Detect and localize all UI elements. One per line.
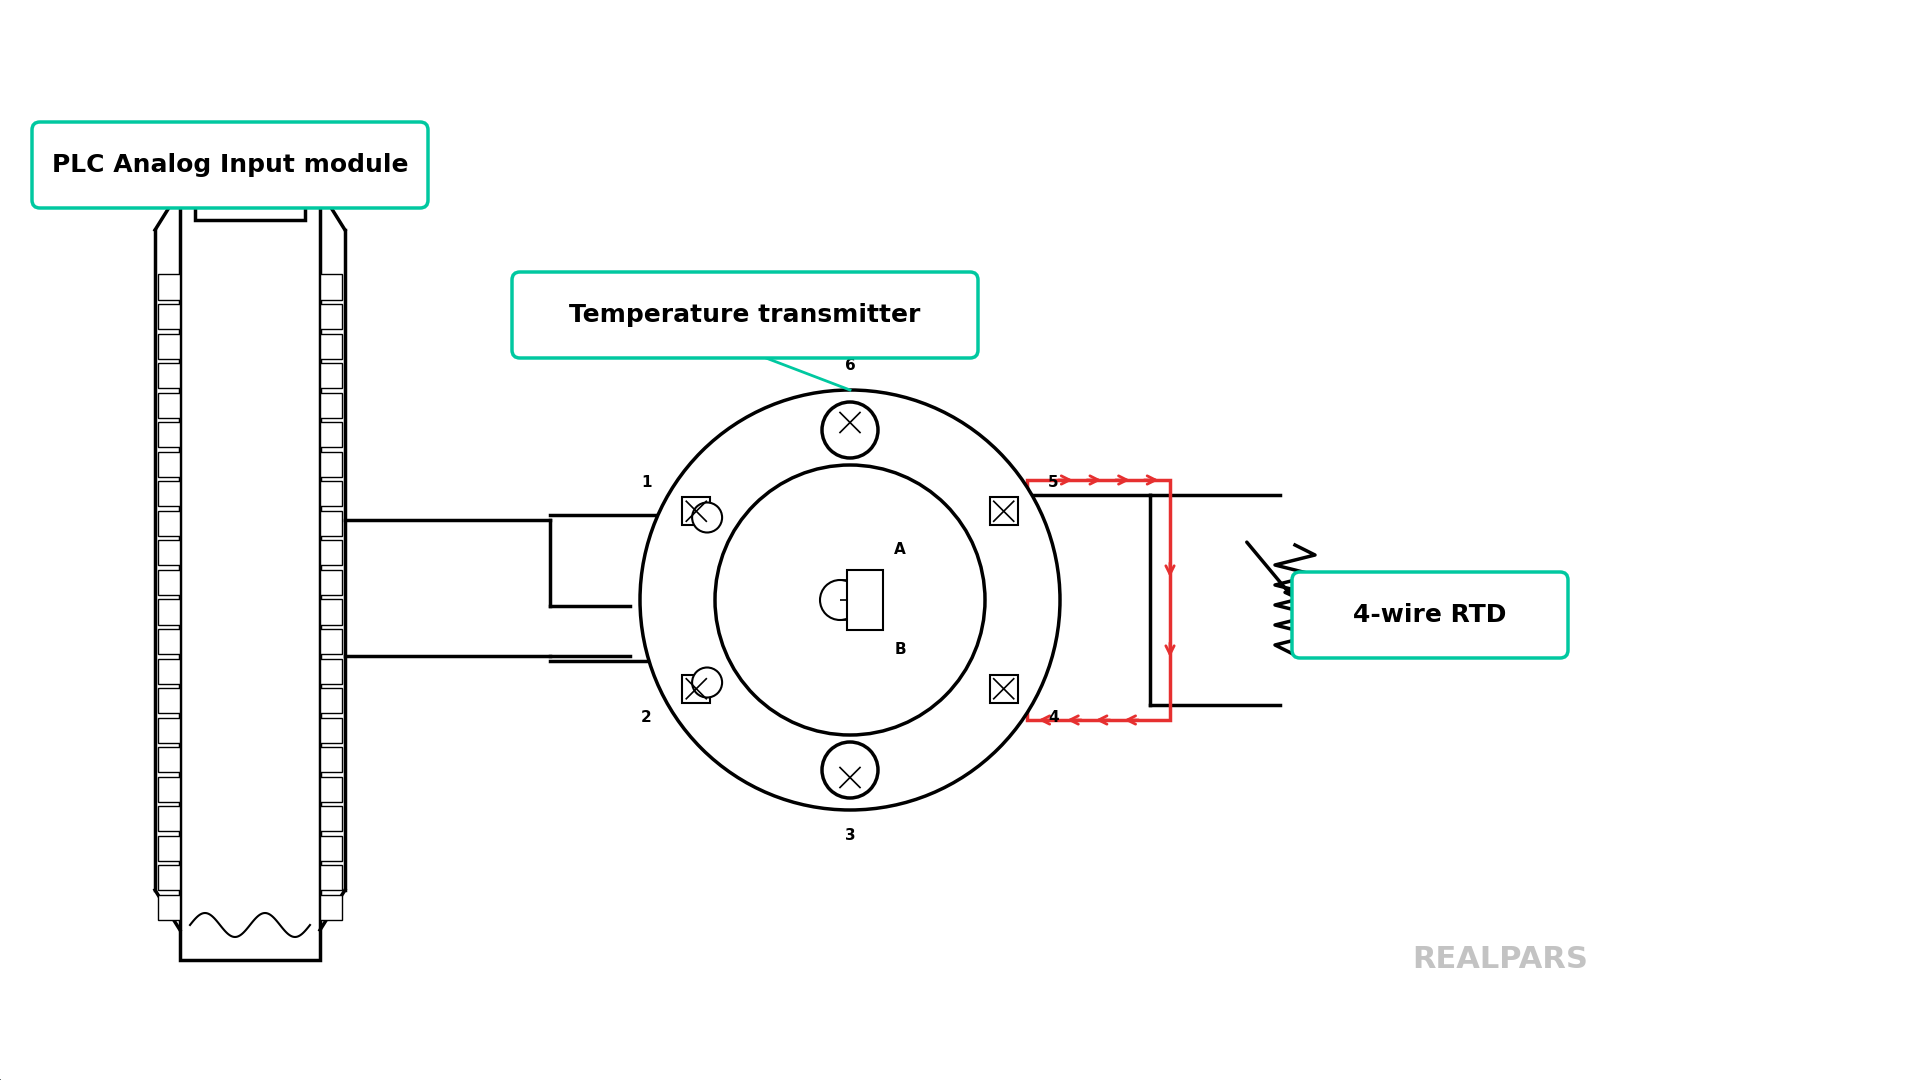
Bar (321, 836, 342, 861)
Bar (1027, 480, 1169, 720)
Bar (157, 747, 180, 772)
Text: A: A (895, 542, 906, 557)
Circle shape (691, 502, 722, 532)
Bar (682, 675, 710, 703)
Bar (180, 160, 321, 960)
Text: B: B (895, 643, 906, 658)
Bar (157, 836, 180, 861)
Bar (157, 482, 180, 507)
Circle shape (691, 667, 722, 698)
Bar (321, 393, 342, 418)
FancyBboxPatch shape (33, 122, 428, 208)
Bar (321, 688, 342, 713)
Bar (321, 865, 342, 890)
Bar (321, 629, 342, 654)
Circle shape (820, 580, 860, 620)
Text: PLC Analog Input module: PLC Analog Input module (52, 153, 409, 177)
Bar (321, 451, 342, 476)
Bar (157, 599, 180, 624)
Bar (321, 570, 342, 595)
Bar (157, 363, 180, 388)
Text: 4-wire RTD: 4-wire RTD (1354, 603, 1507, 627)
Bar (321, 599, 342, 624)
Bar (209, 180, 225, 205)
Text: 6: 6 (845, 357, 856, 373)
Bar (321, 895, 342, 920)
Text: 4: 4 (1048, 710, 1058, 725)
Bar (157, 777, 180, 801)
Bar (240, 180, 255, 205)
Bar (157, 865, 180, 890)
Bar (989, 675, 1018, 703)
Bar (321, 717, 342, 743)
Circle shape (822, 402, 877, 458)
Text: 1: 1 (641, 475, 651, 490)
Bar (196, 160, 305, 220)
Bar (157, 540, 180, 566)
Bar (321, 747, 342, 772)
Bar (321, 540, 342, 566)
Bar (157, 422, 180, 447)
Circle shape (714, 465, 985, 735)
Bar (321, 482, 342, 507)
Text: Temperature transmitter: Temperature transmitter (570, 303, 922, 327)
Bar (157, 570, 180, 595)
Bar (157, 807, 180, 832)
Bar (157, 659, 180, 684)
Text: 5: 5 (1048, 475, 1058, 490)
Bar (157, 629, 180, 654)
Bar (271, 180, 284, 205)
Bar (847, 570, 883, 630)
Bar (321, 777, 342, 801)
Bar (321, 334, 342, 359)
Bar (321, 363, 342, 388)
Text: 2: 2 (641, 710, 653, 725)
Bar (835, 408, 864, 436)
Bar (205, 210, 296, 910)
Bar (835, 764, 864, 792)
Bar (157, 895, 180, 920)
Text: 3: 3 (845, 827, 854, 842)
Bar (157, 303, 180, 329)
Bar (989, 497, 1018, 525)
Bar (157, 717, 180, 743)
Bar (321, 422, 342, 447)
Bar (321, 659, 342, 684)
Text: REALPARS: REALPARS (1411, 945, 1588, 974)
Bar (157, 393, 180, 418)
Bar (321, 274, 342, 299)
FancyBboxPatch shape (1292, 572, 1569, 658)
Bar (157, 334, 180, 359)
Bar (321, 303, 342, 329)
Bar (157, 274, 180, 299)
Bar (157, 688, 180, 713)
Bar (157, 511, 180, 536)
Bar (157, 451, 180, 476)
FancyBboxPatch shape (513, 272, 977, 357)
Bar (682, 497, 710, 525)
Circle shape (822, 742, 877, 798)
Bar (321, 511, 342, 536)
Circle shape (639, 390, 1060, 810)
Bar (321, 807, 342, 832)
